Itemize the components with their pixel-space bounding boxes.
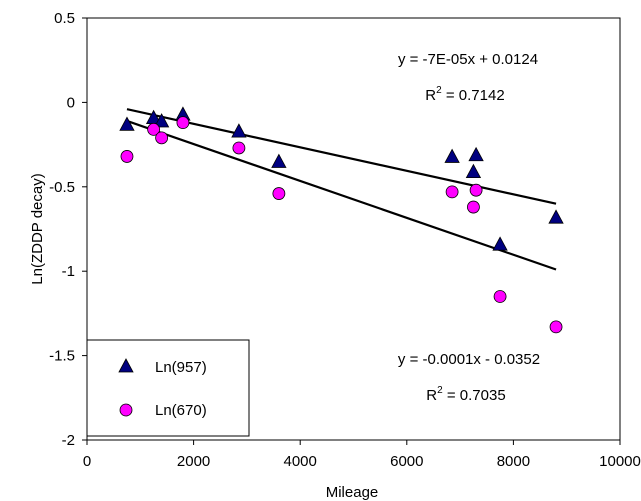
x-tick-label: 4000 [284, 453, 317, 470]
y-tick-label: -2 [62, 432, 75, 449]
x-tick-label: 6000 [390, 453, 423, 470]
trendline-equation-957: y = -7E-05x + 0.0124 [398, 51, 538, 68]
triangle-point [492, 236, 508, 251]
circle-point [147, 123, 161, 136]
y-tick-label: 0 [67, 94, 75, 111]
circle-point [493, 290, 507, 303]
triangle-point [153, 113, 170, 128]
x-tick-label: 0 [83, 453, 91, 470]
legend: Ln(957) Ln(670) [86, 339, 250, 437]
r-squared-957-label: R [425, 87, 436, 104]
y-tick-label: -1.5 [49, 348, 75, 365]
r-squared-670-label: R [426, 387, 437, 404]
triangle-point [231, 123, 247, 138]
r-squared-670: R2 = 0.7035 [426, 385, 505, 404]
circle-point [155, 131, 169, 145]
legend-label-957: Ln(957) [155, 359, 207, 376]
r-squared-957-value: = 0.7142 [442, 87, 505, 104]
legend-marker-circle [119, 403, 133, 417]
triangle-point [271, 153, 287, 168]
y-tick-label: -1 [62, 263, 75, 280]
data-points [119, 106, 564, 334]
circle-point [549, 320, 563, 334]
trendline-ln957 [126, 108, 557, 205]
x-tick-label: 2000 [177, 453, 210, 470]
circle-point [176, 116, 190, 130]
y-axis-title: Ln(ZDDP decay) [29, 173, 46, 284]
circle-point [445, 185, 459, 199]
legend-box [86, 339, 250, 437]
x-axis-title: Mileage [326, 484, 379, 501]
r-squared-670-value: = 0.7035 [443, 387, 506, 404]
triangle-point [444, 148, 460, 163]
y-axis: 0.5 0 -0.5 -1 -1.5 -2 [49, 10, 87, 449]
legend-marker-triangle [118, 358, 134, 373]
trendlines [126, 108, 557, 271]
x-tick-label: 8000 [497, 453, 530, 470]
y-tick-label: -0.5 [49, 179, 75, 196]
r-squared-957: R2 = 0.7142 [425, 85, 504, 104]
triangle-point [468, 146, 484, 162]
r-squared-957-superscript: 2 [436, 85, 442, 96]
circle-point [120, 150, 134, 163]
circle-point [272, 187, 286, 200]
triangle-point [465, 163, 482, 179]
legend-label-670: Ln(670) [155, 402, 207, 419]
circle-point [469, 183, 483, 197]
x-tick-label: 10000 [599, 453, 641, 470]
y-tick-label: 0.5 [54, 10, 75, 27]
triangle-point [119, 116, 135, 131]
trendline-ln670 [126, 119, 557, 271]
triangle-point [548, 209, 564, 224]
circle-point [232, 141, 246, 155]
trendline-equation-670: y = -0.0001x - 0.0352 [398, 351, 540, 368]
circle-point [467, 200, 480, 214]
x-axis: 0 2000 4000 6000 8000 10000 [83, 440, 641, 470]
r-squared-670-superscript: 2 [437, 385, 443, 396]
